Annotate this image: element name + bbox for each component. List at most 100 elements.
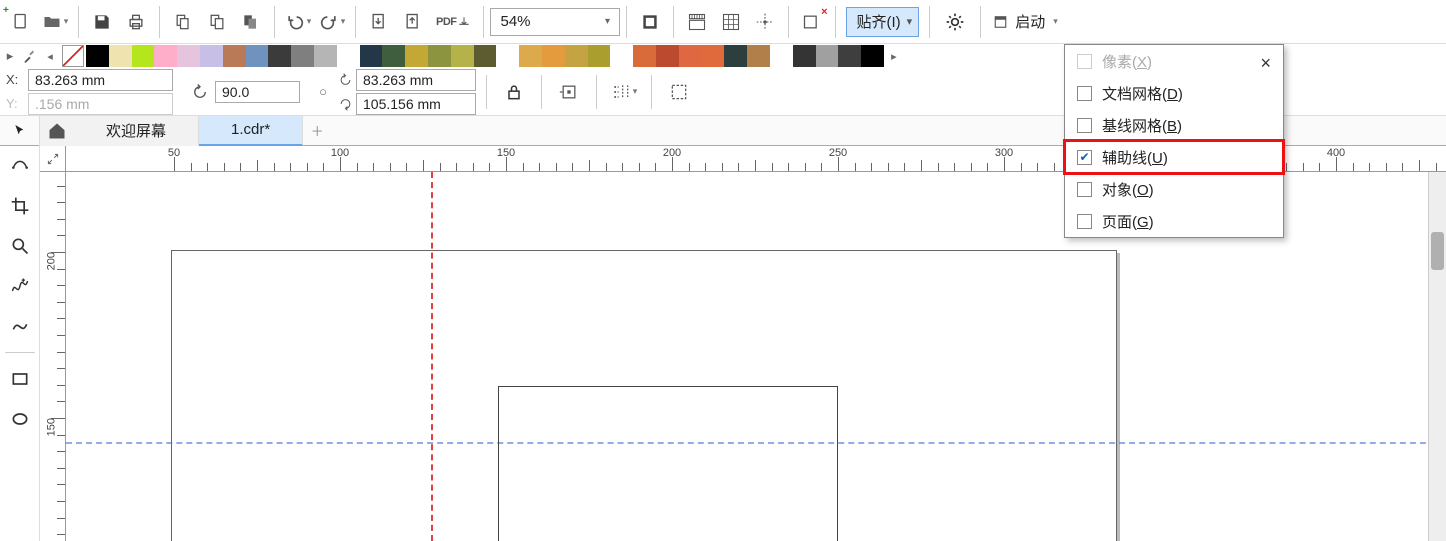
vertical-scrollbar[interactable]	[1428, 172, 1446, 541]
color-swatch[interactable]	[132, 45, 155, 67]
rectangle-tool[interactable]	[6, 365, 34, 393]
new-file-button[interactable]: +	[6, 7, 36, 37]
color-swatch[interactable]	[542, 45, 565, 67]
delete-guideline-button[interactable]	[664, 77, 694, 107]
color-swatch[interactable]	[200, 45, 223, 67]
color-swatch[interactable]	[428, 45, 451, 67]
home-tab[interactable]	[40, 116, 74, 146]
height-input[interactable]: 105.156 mm	[356, 93, 476, 115]
zoom-level-input[interactable]: 54% ▾	[490, 8, 620, 36]
y-position-input[interactable]: .156 mm	[28, 93, 173, 115]
show-rulers-button[interactable]	[682, 7, 712, 37]
scroll-thumb[interactable]	[1431, 232, 1444, 270]
color-swatch[interactable]	[360, 45, 383, 67]
lock-button[interactable]	[499, 77, 529, 107]
copy-button[interactable]	[168, 7, 198, 37]
rectangle-shape[interactable]	[498, 386, 838, 541]
color-swatch[interactable]	[154, 45, 177, 67]
color-swatch[interactable]	[838, 45, 861, 67]
snap-option-d[interactable]: 文档网格(D)	[1065, 77, 1283, 109]
open-file-button[interactable]: ▾	[40, 7, 70, 37]
paste-button[interactable]	[202, 7, 232, 37]
color-swatch[interactable]	[314, 45, 337, 67]
redo-button[interactable]: ▾	[317, 7, 347, 37]
snap-dropdown-arrow[interactable]: ▾	[907, 15, 913, 28]
guideline-preset-button[interactable]: ▾	[609, 77, 639, 107]
snap-option-b[interactable]: 基线网格(B)	[1065, 109, 1283, 141]
color-swatch[interactable]	[337, 45, 360, 67]
import-button[interactable]	[364, 7, 394, 37]
save-button[interactable]	[87, 7, 117, 37]
rotation-input[interactable]: 90.0	[215, 81, 300, 103]
pick-tool-indicator[interactable]	[0, 116, 40, 146]
artistic-media-tool[interactable]	[6, 312, 34, 340]
zoom-tool[interactable]	[6, 232, 34, 260]
crop-tool[interactable]	[6, 192, 34, 220]
color-swatch[interactable]	[451, 45, 474, 67]
color-swatch[interactable]	[770, 45, 793, 67]
color-swatch[interactable]	[816, 45, 839, 67]
color-swatch[interactable]	[496, 45, 519, 67]
color-swatch[interactable]	[382, 45, 405, 67]
popup-close-button[interactable]: ×	[1260, 53, 1271, 74]
color-swatch[interactable]	[246, 45, 269, 67]
center-to-page-button[interactable]	[554, 77, 584, 107]
launch-button[interactable]: 启动 ▾	[987, 7, 1064, 37]
color-swatch[interactable]	[656, 45, 679, 67]
vertical-ruler[interactable]: 200150	[40, 172, 66, 541]
snap-option-u[interactable]: ✔辅助线(U)	[1065, 141, 1283, 173]
eyedropper-button[interactable]	[20, 45, 40, 67]
snap-option-label: 像素(X)	[1102, 51, 1152, 72]
color-swatch[interactable]	[177, 45, 200, 67]
zoom-dropdown-arrow[interactable]: ▾	[599, 16, 617, 27]
color-swatch[interactable]	[223, 45, 246, 67]
ruler-origin[interactable]	[40, 146, 66, 172]
color-swatch[interactable]	[109, 45, 132, 67]
vertical-guideline[interactable]	[431, 172, 433, 541]
color-swatch[interactable]	[747, 45, 770, 67]
no-color-swatch[interactable]	[62, 45, 84, 67]
publish-pdf-button[interactable]: PDF	[432, 7, 475, 37]
palette-scroll-left[interactable]: ▸	[0, 45, 20, 67]
palette-scroll-right[interactable]: ▸	[884, 45, 904, 67]
add-tab-button[interactable]: ＋	[303, 116, 331, 146]
file-tab[interactable]: 1.cdr*	[199, 116, 303, 146]
close-dockers-button[interactable]: ×	[797, 7, 827, 37]
checkbox-icon	[1077, 214, 1092, 229]
snap-to-button[interactable]: 贴齐(I) ▾	[846, 7, 920, 37]
export-button[interactable]	[398, 7, 428, 37]
print-button[interactable]	[121, 7, 151, 37]
color-swatch[interactable]	[86, 45, 109, 67]
rotate-ccw-icon[interactable]	[191, 83, 209, 101]
welcome-tab[interactable]: 欢迎屏幕	[74, 116, 199, 146]
x-position-input[interactable]: 83.263 mm	[28, 69, 173, 91]
width-input[interactable]: 83.263 mm	[356, 69, 476, 91]
fullscreen-preview-button[interactable]	[635, 7, 665, 37]
ellipse-tool[interactable]	[6, 405, 34, 433]
snap-option-o[interactable]: 对象(O)	[1065, 173, 1283, 205]
show-grid-button[interactable]	[716, 7, 746, 37]
color-swatch[interactable]	[519, 45, 542, 67]
snap-option-g[interactable]: 页面(G)	[1065, 205, 1283, 237]
freehand-tool[interactable]	[6, 272, 34, 300]
show-guidelines-button[interactable]	[750, 7, 780, 37]
color-swatch[interactable]	[588, 45, 611, 67]
undo-button[interactable]: ▾	[283, 7, 313, 37]
cut-button[interactable]	[236, 7, 266, 37]
color-swatch[interactable]	[405, 45, 428, 67]
color-swatch[interactable]	[474, 45, 497, 67]
color-swatch[interactable]	[702, 45, 725, 67]
color-swatch[interactable]	[679, 45, 702, 67]
color-swatch[interactable]	[291, 45, 314, 67]
color-swatch[interactable]	[268, 45, 291, 67]
color-swatch[interactable]	[565, 45, 588, 67]
color-swatch[interactable]	[633, 45, 656, 67]
color-swatch[interactable]	[861, 45, 884, 67]
color-swatch[interactable]	[724, 45, 747, 67]
palette-scroll-left-2[interactable]: ◂	[40, 45, 60, 67]
color-swatch[interactable]	[793, 45, 816, 67]
zoom-value: 54%	[501, 13, 531, 30]
options-button[interactable]	[938, 7, 972, 37]
shape-tool[interactable]	[6, 152, 34, 180]
color-swatch[interactable]	[610, 45, 633, 67]
